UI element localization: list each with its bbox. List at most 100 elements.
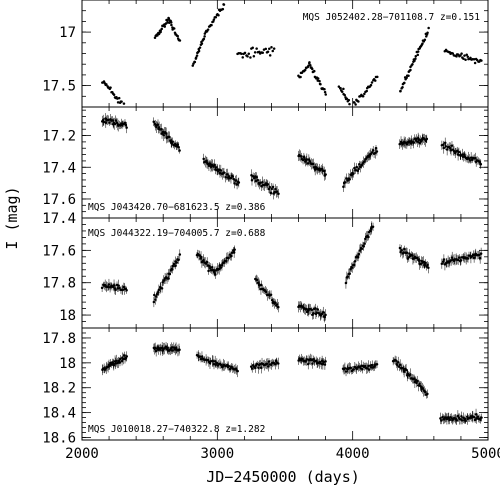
data-point xyxy=(363,160,366,163)
data-point xyxy=(352,368,355,371)
data-point xyxy=(119,357,122,361)
data-point xyxy=(374,146,378,150)
data-point xyxy=(371,148,375,152)
data-point xyxy=(202,157,205,161)
data-point xyxy=(421,387,424,390)
data-point xyxy=(407,74,410,78)
data-point xyxy=(125,126,128,129)
data-point xyxy=(342,87,345,91)
data-point xyxy=(217,13,220,17)
data-point xyxy=(203,35,206,38)
data-point xyxy=(451,52,455,55)
data-point xyxy=(323,90,327,94)
data-point xyxy=(160,128,163,131)
data-point xyxy=(105,83,108,86)
panel-frame xyxy=(81,327,489,441)
data-point xyxy=(359,367,362,370)
y-tick-label: 17.6 xyxy=(42,192,76,208)
data-point xyxy=(450,256,454,259)
data-point xyxy=(207,269,210,273)
data-point xyxy=(314,307,317,310)
data-point xyxy=(376,75,379,79)
data-point xyxy=(251,174,255,178)
data-point xyxy=(465,53,468,56)
data-point xyxy=(399,89,402,93)
data-point xyxy=(162,133,166,137)
data-point xyxy=(423,390,427,394)
data-point xyxy=(178,348,181,352)
panel-2: 17.2 17.4 17.6 MQS J043420.70−681623.5 z=0.… xyxy=(42,106,489,219)
data-point xyxy=(469,159,472,162)
data-point xyxy=(365,89,368,93)
data-point xyxy=(404,368,408,372)
data-point xyxy=(120,100,123,103)
data-point xyxy=(117,96,121,100)
data-point xyxy=(463,54,466,57)
data-point xyxy=(448,418,451,422)
data-point xyxy=(357,167,360,171)
data-point xyxy=(411,63,414,66)
data-point xyxy=(472,256,476,260)
data-point xyxy=(173,142,177,146)
data-points xyxy=(100,113,483,200)
data-point xyxy=(246,55,249,58)
data-point xyxy=(112,363,116,367)
data-point xyxy=(218,264,222,267)
data-point xyxy=(352,172,355,175)
data-point xyxy=(415,379,419,383)
data-point xyxy=(357,100,360,103)
y-tick-label: 17.2 xyxy=(42,129,76,145)
data-point xyxy=(260,185,263,188)
data-point xyxy=(304,68,307,72)
data-point xyxy=(271,185,275,189)
data-point xyxy=(402,370,406,374)
data-point xyxy=(464,58,467,62)
data-point xyxy=(474,413,478,416)
data-point xyxy=(427,26,430,30)
y-tick-label: 17.8 xyxy=(42,276,76,292)
data-point xyxy=(440,419,443,422)
data-point xyxy=(476,415,480,418)
data-point xyxy=(163,25,166,28)
data-point xyxy=(480,59,483,62)
data-point xyxy=(414,57,417,60)
data-point xyxy=(230,251,234,254)
data-point xyxy=(311,67,314,71)
data-point xyxy=(348,272,351,275)
data-point xyxy=(398,363,402,367)
data-point xyxy=(367,235,370,239)
data-point xyxy=(416,50,420,53)
data-point xyxy=(340,90,344,94)
x-tick-label: 3000 xyxy=(200,446,234,462)
data-point xyxy=(202,37,206,41)
data-point xyxy=(266,183,270,186)
data-point xyxy=(153,293,156,297)
data-point xyxy=(364,237,367,241)
data-point xyxy=(167,16,170,20)
panel-label: MQS J043420.70−681623.5 z=0.386 xyxy=(88,202,266,213)
data-point xyxy=(267,360,271,363)
data-point xyxy=(170,142,174,145)
data-point xyxy=(107,283,111,286)
data-point xyxy=(157,290,160,294)
data-point xyxy=(168,135,171,139)
data-point xyxy=(370,363,374,367)
data-point xyxy=(269,191,272,195)
data-point xyxy=(353,260,357,263)
data-point xyxy=(440,262,444,265)
data-point xyxy=(265,362,269,365)
data-point xyxy=(271,49,275,53)
data-point xyxy=(346,275,349,278)
data-point xyxy=(421,42,424,45)
data-point xyxy=(170,21,173,24)
data-point xyxy=(118,361,122,364)
data-point xyxy=(361,95,365,98)
data-point xyxy=(214,166,218,169)
data-point xyxy=(168,272,171,276)
data-point xyxy=(255,278,259,282)
data-point xyxy=(272,47,276,50)
data-point xyxy=(472,415,476,419)
data-point xyxy=(443,141,447,144)
data-point xyxy=(221,7,225,11)
